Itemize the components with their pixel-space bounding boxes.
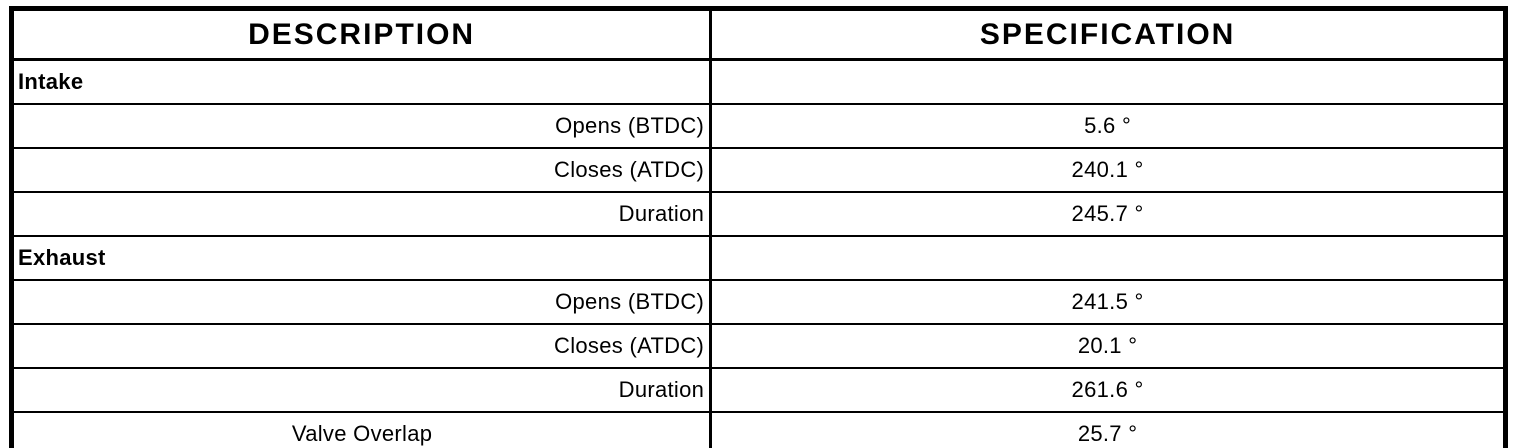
table-row-exhaust-section: Exhaust [11,235,1506,280]
spec-value-intake-duration: 245.7 ° [709,191,1506,236]
row-label-valve-overlap: Valve Overlap [11,411,711,448]
table-row-intake-section: Intake [11,58,1506,104]
description-column-header: DESCRIPTION [11,8,711,61]
row-label-closes-atdc: Closes (ATDC) [11,147,711,192]
row-label-duration: Duration [11,367,711,412]
section-label-intake: Intake [11,58,711,104]
table-row-exhaust-opens: Opens (BTDC) 241.5 ° [11,279,1506,324]
spec-value-exhaust-closes: 20.1 ° [709,323,1506,368]
section-label-exhaust: Exhaust [11,235,711,280]
spec-value [709,58,1506,104]
table-row-valve-overlap: Valve Overlap 25.7 ° [11,411,1506,448]
header-row: DESCRIPTION SPECIFICATION [11,8,1506,61]
row-label-opens-btdc: Opens (BTDC) [11,279,711,324]
table-row-intake-duration: Duration 245.7 ° [11,191,1506,236]
spec-value-exhaust-duration: 261.6 ° [709,367,1506,412]
row-label-duration: Duration [11,191,711,236]
row-label-opens-btdc: Opens (BTDC) [11,103,711,148]
valve-timing-spec-table: DESCRIPTION SPECIFICATION Intake Opens (… [9,6,1508,448]
spec-value-valve-overlap: 25.7 ° [709,411,1506,448]
row-label-closes-atdc: Closes (ATDC) [11,323,711,368]
spec-value-intake-closes: 240.1 ° [709,147,1506,192]
spec-value [709,235,1506,280]
spec-value-intake-opens: 5.6 ° [709,103,1506,148]
table-row-intake-closes: Closes (ATDC) 240.1 ° [11,147,1506,192]
spec-value-exhaust-opens: 241.5 ° [709,279,1506,324]
table-row-exhaust-duration: Duration 261.6 ° [11,367,1506,412]
table-row-exhaust-closes: Closes (ATDC) 20.1 ° [11,323,1506,368]
table-row-intake-opens: Opens (BTDC) 5.6 ° [11,103,1506,148]
specification-column-header: SPECIFICATION [709,8,1506,61]
